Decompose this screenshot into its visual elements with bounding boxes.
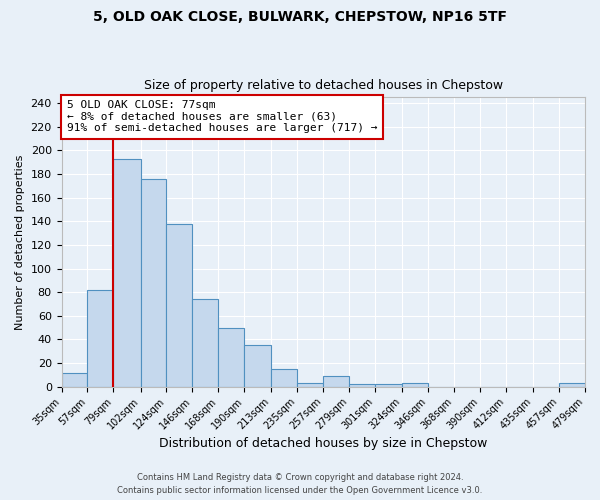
Bar	[140, 179, 166, 386]
Bar	[166, 224, 193, 386]
Bar	[349, 384, 375, 386]
Bar	[218, 328, 244, 386]
Bar	[193, 300, 218, 386]
Text: 5 OLD OAK CLOSE: 77sqm
← 8% of detached houses are smaller (63)
91% of semi-deta: 5 OLD OAK CLOSE: 77sqm ← 8% of detached …	[67, 100, 377, 134]
Bar	[402, 383, 428, 386]
Bar	[88, 290, 113, 386]
X-axis label: Distribution of detached houses by size in Chepstow: Distribution of detached houses by size …	[159, 437, 487, 450]
Bar	[244, 346, 271, 387]
Bar	[113, 159, 140, 386]
Bar	[62, 372, 88, 386]
Bar	[271, 369, 298, 386]
Bar	[298, 383, 323, 386]
Bar	[323, 376, 349, 386]
Text: 5, OLD OAK CLOSE, BULWARK, CHEPSTOW, NP16 5TF: 5, OLD OAK CLOSE, BULWARK, CHEPSTOW, NP1…	[93, 10, 507, 24]
Title: Size of property relative to detached houses in Chepstow: Size of property relative to detached ho…	[144, 79, 503, 92]
Y-axis label: Number of detached properties: Number of detached properties	[15, 154, 25, 330]
Bar	[559, 383, 585, 386]
Bar	[375, 384, 402, 386]
Text: Contains HM Land Registry data © Crown copyright and database right 2024.
Contai: Contains HM Land Registry data © Crown c…	[118, 474, 482, 495]
